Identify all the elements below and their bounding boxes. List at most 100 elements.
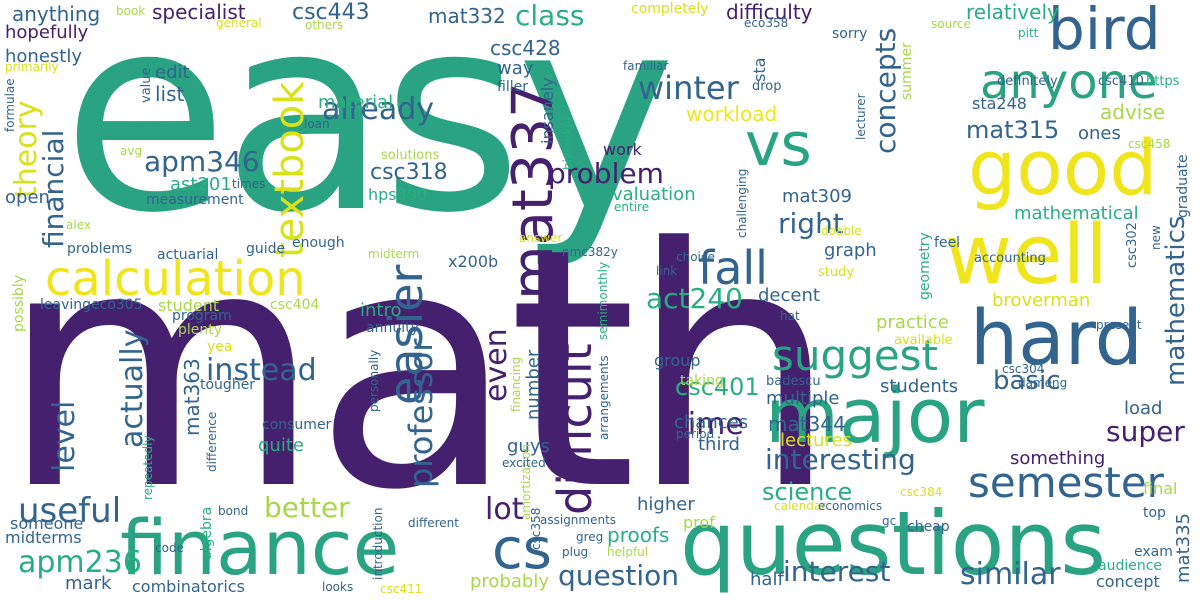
word-calendar: calendar xyxy=(774,499,827,513)
word-chances: chances xyxy=(674,412,749,433)
word-number: number xyxy=(523,349,544,420)
word-https: https xyxy=(1146,74,1180,89)
word-cheap: cheap xyxy=(907,519,950,535)
word-mat335: mat335 xyxy=(1173,513,1194,583)
word-entire: entire xyxy=(614,200,650,214)
word-assignments: assignments xyxy=(540,513,617,527)
word-hard: hard xyxy=(970,293,1143,382)
word-act240: act240 xyxy=(646,282,743,315)
word-gc: gc xyxy=(882,514,897,528)
word-hat: hat xyxy=(780,309,800,323)
word-interesting: interesting xyxy=(765,443,916,476)
word-source: source xyxy=(931,17,971,31)
word-introduction: introduction xyxy=(371,507,385,580)
word-csc458: csc458 xyxy=(1128,137,1171,151)
word-good: good xyxy=(968,123,1158,212)
word-math: math xyxy=(0,178,838,562)
word-intro: intro xyxy=(360,300,402,321)
word-way: way xyxy=(497,58,534,79)
word-practice: practice xyxy=(876,312,949,333)
word-apm236: apm236 xyxy=(18,545,142,580)
word-csc302: csc302 xyxy=(1125,222,1140,268)
word-hps390: hps390 xyxy=(368,185,428,204)
word-students: students xyxy=(880,376,959,397)
word-hopefully: hopefully xyxy=(5,22,89,43)
word-csc404: csc404 xyxy=(270,297,320,313)
word-half: half xyxy=(750,569,784,590)
word-winter: winter xyxy=(638,69,739,107)
word-load: load xyxy=(1124,398,1163,419)
word-csc428: csc428 xyxy=(490,36,561,60)
word-avg: avg xyxy=(120,144,143,158)
word-basic: basic xyxy=(993,366,1061,396)
word-lecturer: lecturer xyxy=(854,93,868,140)
word-yea: yea xyxy=(207,339,233,355)
word-work: work xyxy=(603,140,642,159)
word-super: super xyxy=(1106,415,1185,448)
word-concept: concept xyxy=(1096,572,1160,591)
word-open: open xyxy=(5,187,50,208)
word-relatively: relatively xyxy=(966,0,1059,24)
word-anything: anything xyxy=(12,2,101,26)
word-mat309: mat309 xyxy=(782,186,852,207)
word-csc384: csc384 xyxy=(900,485,943,499)
word-csc410: csc410 xyxy=(1098,74,1144,89)
word-doable: doable xyxy=(821,224,862,238)
word-vs: vs xyxy=(745,110,812,180)
word-decent: decent xyxy=(758,285,820,306)
word-times: times xyxy=(232,177,266,191)
word-guide: guide xyxy=(246,241,286,257)
word-mat344: mat344 xyxy=(768,412,846,436)
word-question: question xyxy=(558,559,679,592)
word-answer: answer xyxy=(519,231,563,245)
word-honestly: honestly xyxy=(5,46,82,67)
word-apm346: apm346 xyxy=(144,145,260,178)
word-available: available xyxy=(894,333,953,348)
word-challenging: challenging xyxy=(735,168,749,238)
word-already: already xyxy=(322,92,435,127)
word-insanely: insanely xyxy=(538,77,557,144)
word-pitt: pitt xyxy=(1018,26,1039,40)
word-sta248: sta248 xyxy=(972,94,1027,113)
word-edit: edit xyxy=(155,62,190,83)
word-dameng: dameng xyxy=(1018,376,1068,390)
word-alex: alex xyxy=(66,218,91,232)
word-science: science xyxy=(762,478,853,506)
word-easy: easy xyxy=(62,0,676,272)
word-mat315: mat315 xyxy=(966,116,1060,144)
word-solutions: solutions xyxy=(381,148,440,163)
word-value: value xyxy=(139,67,154,103)
word-combinatorics: combinatorics xyxy=(132,577,245,596)
word-higher: higher xyxy=(637,494,695,515)
word-even: even xyxy=(479,328,514,402)
word-list: list xyxy=(155,82,185,106)
word-link: link xyxy=(656,264,678,278)
word-valuation: valuation xyxy=(612,184,696,205)
word-taking: taking xyxy=(680,373,724,389)
word-proofs: proofs xyxy=(607,523,670,547)
word-accounting: accounting xyxy=(974,251,1046,266)
word-similar: similar xyxy=(960,557,1061,592)
word-questions: questions xyxy=(680,492,1107,595)
word-multiple: multiple xyxy=(766,388,840,409)
word-professor: professor xyxy=(402,338,440,488)
word-badescu: badescu xyxy=(766,374,821,389)
word-summer: summer xyxy=(899,42,915,100)
word-semimonthly: semimonthly xyxy=(596,261,610,340)
word-formulae: formulae xyxy=(3,78,17,132)
word-problems: problems xyxy=(67,241,133,257)
word-guys: guys xyxy=(507,436,550,457)
word-third: third xyxy=(698,434,740,455)
word-arrangements: arrangements xyxy=(597,355,611,440)
word-measurement: measurement xyxy=(146,192,244,208)
word-primarily: primarily xyxy=(5,60,59,74)
word-eco358: eco358 xyxy=(744,16,789,30)
word-mathematical: mathematical xyxy=(1014,203,1139,224)
word-instead: instead xyxy=(206,353,317,388)
word-graduate: graduate xyxy=(1175,154,1191,218)
word-difficult: difficult xyxy=(548,343,602,515)
word-annuity: annuity xyxy=(366,320,419,336)
word-leavingeco305: leavingeco305 xyxy=(40,297,143,313)
word-exam: exam xyxy=(1134,544,1173,560)
